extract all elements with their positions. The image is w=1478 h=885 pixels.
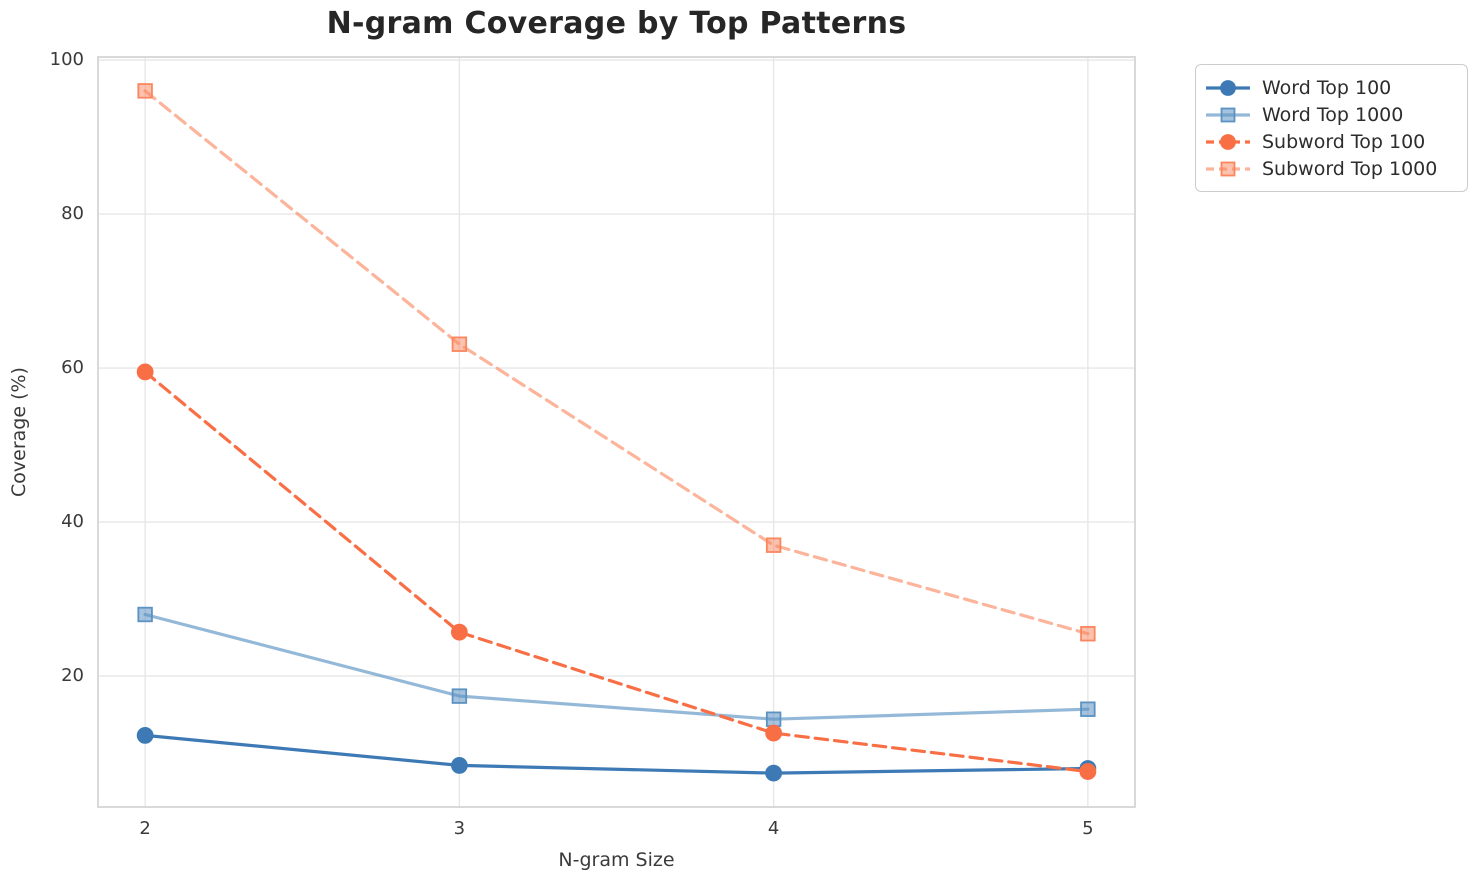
series-line-2 [143,612,1090,721]
data-point-circle [450,757,468,774]
legend-line-sample [1206,133,1250,150]
legend-label: Word Top 1000 [1262,103,1404,126]
legend-sample-marker-circle [1220,79,1236,96]
x-tick-label: 3 [453,818,466,839]
y-tick-label: 100 [49,49,84,71]
chart-title: N-gram Coverage by Top Patterns [326,6,907,41]
data-point-circle [450,623,468,641]
series-line-3 [143,370,1090,774]
y-tick-label: 20 [61,665,84,687]
data-point-square [765,537,782,553]
legend-line-sample [1206,79,1250,96]
data-point-circle [765,764,783,782]
series-line-1 [143,733,1090,775]
x-tick-label: 4 [767,818,780,839]
legend-label: Subword Top 100 [1262,130,1426,153]
y-tick-label: 60 [61,357,84,379]
legend-sample-marker-square [1220,107,1236,122]
x-axis-label: N-gram Size [558,849,675,871]
data-point-square [451,336,468,352]
legend-label: Subword Top 1000 [1262,157,1438,180]
x-tick-label: 2 [139,818,151,839]
data-point-square [451,688,468,704]
legend-item: Word Top 1000 [1204,101,1457,128]
data-point-circle [765,724,783,742]
legend-item: Subword Top 1000 [1204,155,1457,182]
x-tick-label: 5 [1082,818,1094,839]
plot-spines [97,56,1136,808]
y-tick-label: 40 [61,511,84,533]
legend-item: Subword Top 100 [1204,128,1457,155]
legend-sample-marker-circle [1220,133,1236,150]
data-point-square [765,711,782,727]
series-line-4 [143,89,1090,636]
legend-line-sample [1206,161,1250,176]
data-point-circle [136,363,154,381]
legend-label: Word Top 100 [1262,76,1392,99]
legend-line-sample [1206,107,1250,122]
data-point-circle [1079,763,1097,780]
legend-box: Word Top 100 Word Top 1000 Subword Top 100… [1195,64,1468,192]
data-point-square [1080,626,1096,642]
legend-item: Word Top 100 [1204,74,1457,101]
data-point-square [137,83,153,99]
legend-sample-marker-square [1220,161,1236,176]
data-point-square [137,606,153,623]
y-tick-label: 80 [61,203,84,225]
data-point-square [1080,701,1096,717]
data-point-circle [136,726,154,744]
y-axis-label: Coverage (%) [8,367,30,497]
